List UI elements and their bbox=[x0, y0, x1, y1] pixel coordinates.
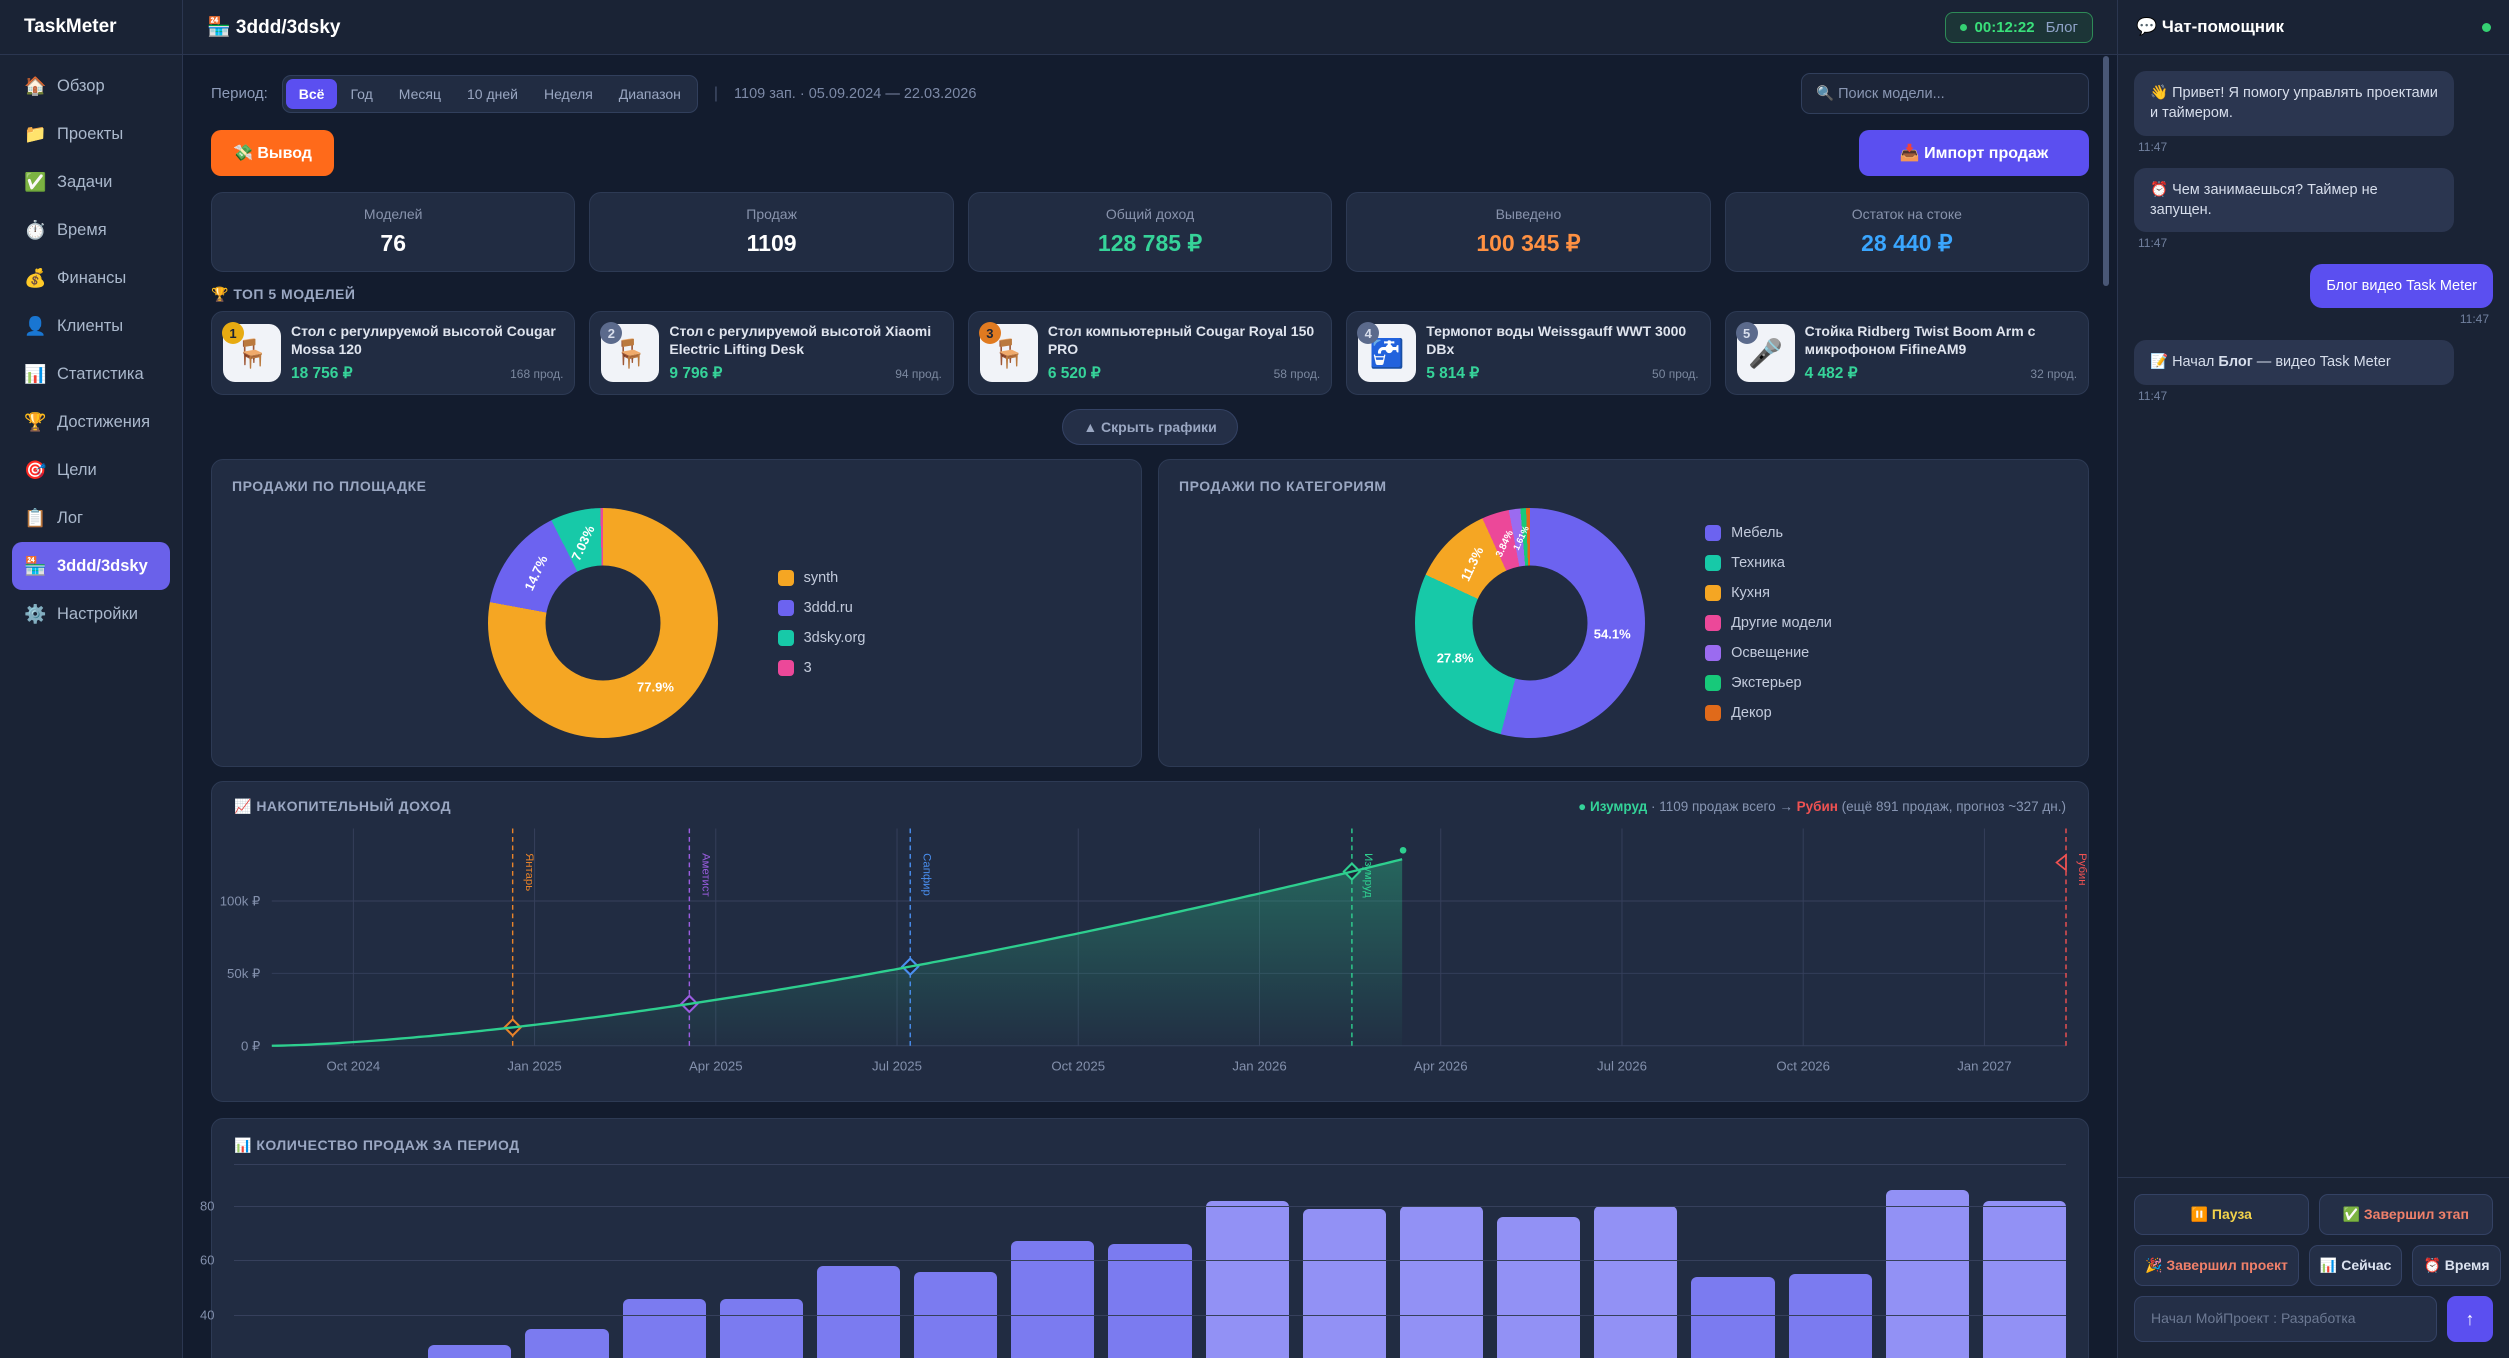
svg-text:Изумруд: Изумруд bbox=[1362, 853, 1374, 898]
svg-text:Jan 2026: Jan 2026 bbox=[1232, 1058, 1286, 1073]
svg-text:Oct 2024: Oct 2024 bbox=[327, 1058, 381, 1073]
svg-text:Apr 2025: Apr 2025 bbox=[689, 1058, 743, 1073]
svg-text:Jan 2027: Jan 2027 bbox=[1957, 1058, 2011, 1073]
svg-text:50k ₽: 50k ₽ bbox=[227, 966, 260, 981]
svg-text:Jul 2026: Jul 2026 bbox=[1597, 1058, 1647, 1073]
svg-text:Jul 2025: Jul 2025 bbox=[872, 1058, 922, 1073]
svg-text:Аметист: Аметист bbox=[700, 853, 712, 897]
svg-text:Сапфир: Сапфир bbox=[920, 853, 932, 896]
svg-text:0 ₽: 0 ₽ bbox=[241, 1038, 260, 1053]
svg-text:Oct 2025: Oct 2025 bbox=[1051, 1058, 1105, 1073]
svg-text:Oct 2026: Oct 2026 bbox=[1776, 1058, 1830, 1073]
svg-text:100k ₽: 100k ₽ bbox=[220, 894, 261, 909]
svg-text:Jan 2025: Jan 2025 bbox=[507, 1058, 561, 1073]
svg-text:Рубин: Рубин bbox=[2076, 853, 2088, 885]
svg-text:Янтарь: Янтарь bbox=[523, 853, 535, 891]
svg-text:Apr 2026: Apr 2026 bbox=[1414, 1058, 1468, 1073]
